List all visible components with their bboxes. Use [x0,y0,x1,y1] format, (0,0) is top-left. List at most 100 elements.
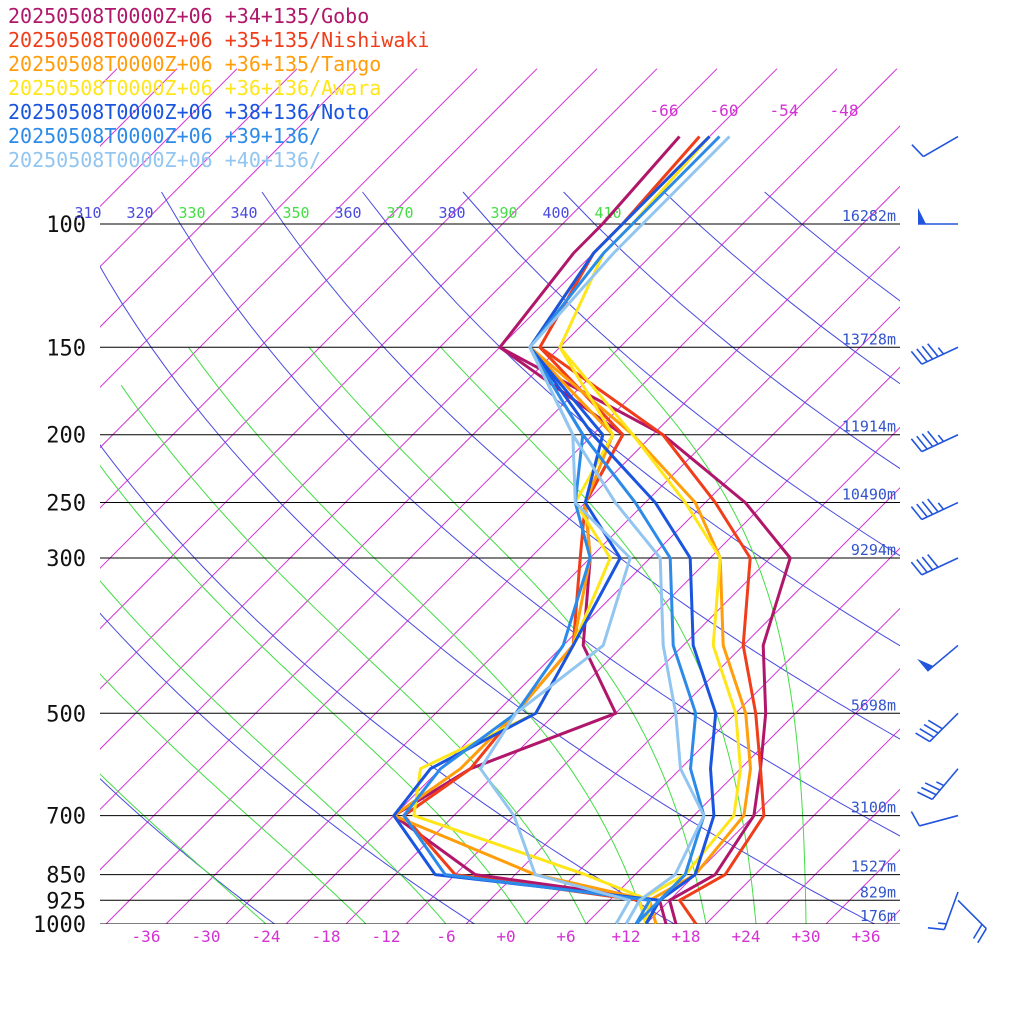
isotherm-line [100,68,838,811]
isotherm-line [105,125,900,924]
legend-entry-nishiwaki: 20250508T0000Z+06 +35+135/Nishiwaki [8,28,430,52]
legend-entry-gobo: 20250508T0000Z+06 +34+135/Gobo [8,4,370,28]
isotherm-line [525,547,900,924]
isotherm-line [100,68,178,147]
dewpoint-line-6 [479,346,632,924]
wind-barb [911,135,959,158]
wind-barb [910,553,959,576]
isotherm-line [405,426,900,924]
dry-adiabat-line [100,265,876,924]
isotherm-line [465,487,900,924]
isotherm-line [585,607,900,924]
pressure-label: 100 [46,213,86,238]
x-tick-label: -18 [312,927,341,946]
x-tick-label: -30 [192,927,221,946]
x-tick-label: +36 [852,927,881,946]
x-tick-label: +6 [556,927,575,946]
moist-adiabat-line [100,464,527,924]
isotherm-line [100,68,598,569]
dry-adiabat-line [100,444,676,924]
legend-entry-tango: 20250508T0000Z+06 +36+135/Tango [8,52,382,76]
isotherm-line [705,728,900,924]
moist-adiabat-line [608,346,807,924]
temperature-line-0 [498,135,792,924]
moist-adiabat-line [308,346,707,924]
theta-label: 350 [282,204,309,222]
pressure-label: 200 [46,424,86,449]
theta-label: 340 [230,204,257,222]
dry-adiabat-line [100,778,276,924]
pressure-label: 300 [46,547,86,572]
height-label: 176m [860,907,896,925]
wind-barb [910,430,959,453]
isotherm-line [165,185,900,924]
chart-legend: 20250508T0000Z+06 +34+135/Gobo 20250508T… [8,4,429,172]
wind-barb [915,712,959,743]
height-label: 11914m [842,418,896,436]
pressure-label: 500 [46,702,86,727]
wind-barb [917,644,959,672]
isotherm-line [885,909,900,924]
height-label: 9294m [851,541,896,559]
wind-barbs [910,135,987,944]
temperature-line-4 [528,135,718,924]
upper-isotherm-label: -54 [770,101,799,120]
x-tick-label: +24 [732,927,761,946]
wind-barb [910,811,959,827]
moist-adiabat-line [100,773,267,924]
theta-label: 390 [490,204,517,222]
pressure-label: 700 [46,805,86,830]
temperature-line-2 [528,135,752,924]
dewpoint-line-0 [392,346,668,924]
legend-entry-awara: 20250508T0000Z+06 +36+136/Awara [8,76,382,100]
upper-isotherm-label: -48 [830,101,859,120]
isotherm-line [100,68,658,630]
x-tick-label: +0 [496,927,515,946]
wind-barb [910,343,959,365]
dry-adiabat-line [161,191,900,837]
sounding-series [392,135,792,924]
wind-barb [918,208,958,225]
isotherm-line [100,68,538,509]
dry-adiabat-line [362,191,900,647]
dewpoint-line-1 [402,346,648,924]
wind-barb [927,891,959,931]
x-tick-label: +12 [612,927,641,946]
moist-adiabat-line [440,346,757,924]
height-label: 16282m [842,207,896,225]
upper-isotherm-label: -60 [710,101,739,120]
theta-label: 330 [178,204,205,222]
theta-label: 360 [334,204,361,222]
wind-barb [917,768,959,801]
moist-adiabat-line [100,580,447,924]
x-tick-label: -24 [252,927,281,946]
isotherm-line [100,68,298,268]
theta-label: 320 [126,204,153,222]
isotherm-line [100,68,478,449]
height-label: 5698m [851,696,896,714]
moist-adiabat-line [120,385,587,924]
wind-barb [910,498,959,521]
height-label: 10490m [842,486,896,504]
theta-label: 380 [438,204,465,222]
dry-adiabat-line [100,612,476,924]
height-label: 13728m [842,330,896,348]
x-tick-label: -36 [132,927,161,946]
theta-label: 370 [386,204,413,222]
isotherm-line [645,668,900,924]
legend-entry-noto: 20250508T0000Z+06 +38+136/Noto [8,100,370,124]
isotherm-line [100,68,898,871]
legend-entry-39-136: 20250508T0000Z+06 +39+136/ [8,124,322,148]
moist-adiabat-line [100,673,367,924]
temperature-line-5 [528,135,721,924]
theta-label: 310 [74,204,101,222]
theta-label: 400 [542,204,569,222]
pressure-label: 150 [46,336,86,361]
height-label: 829m [860,883,896,901]
legend-entry-40-136: 20250508T0000Z+06 +40+136/ [8,148,322,172]
x-tick-label: +18 [672,927,701,946]
x-tick-label: +30 [792,927,821,946]
height-label: 1527m [851,858,896,876]
x-tick-label: -6 [436,927,455,946]
